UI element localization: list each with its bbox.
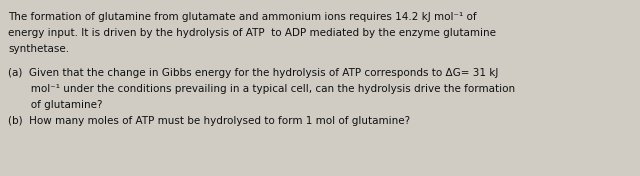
Text: The formation of glutamine from glutamate and ammonium ions requires 14.2 kJ mol: The formation of glutamine from glutamat… bbox=[8, 12, 477, 22]
Text: synthetase.: synthetase. bbox=[8, 44, 69, 54]
Text: mol⁻¹ under the conditions prevailing in a typical cell, can the hydrolysis driv: mol⁻¹ under the conditions prevailing in… bbox=[8, 84, 515, 94]
Text: energy input. It is driven by the hydrolysis of ATP  to ADP mediated by the enzy: energy input. It is driven by the hydrol… bbox=[8, 28, 496, 38]
Text: (a)  Given that the change in Gibbs energy for the hydrolysis of ATP corresponds: (a) Given that the change in Gibbs energ… bbox=[8, 68, 499, 78]
Text: (b)  How many moles of ATP must be hydrolysed to form 1 mol of glutamine?: (b) How many moles of ATP must be hydrol… bbox=[8, 116, 410, 126]
Text: of glutamine?: of glutamine? bbox=[8, 100, 102, 110]
